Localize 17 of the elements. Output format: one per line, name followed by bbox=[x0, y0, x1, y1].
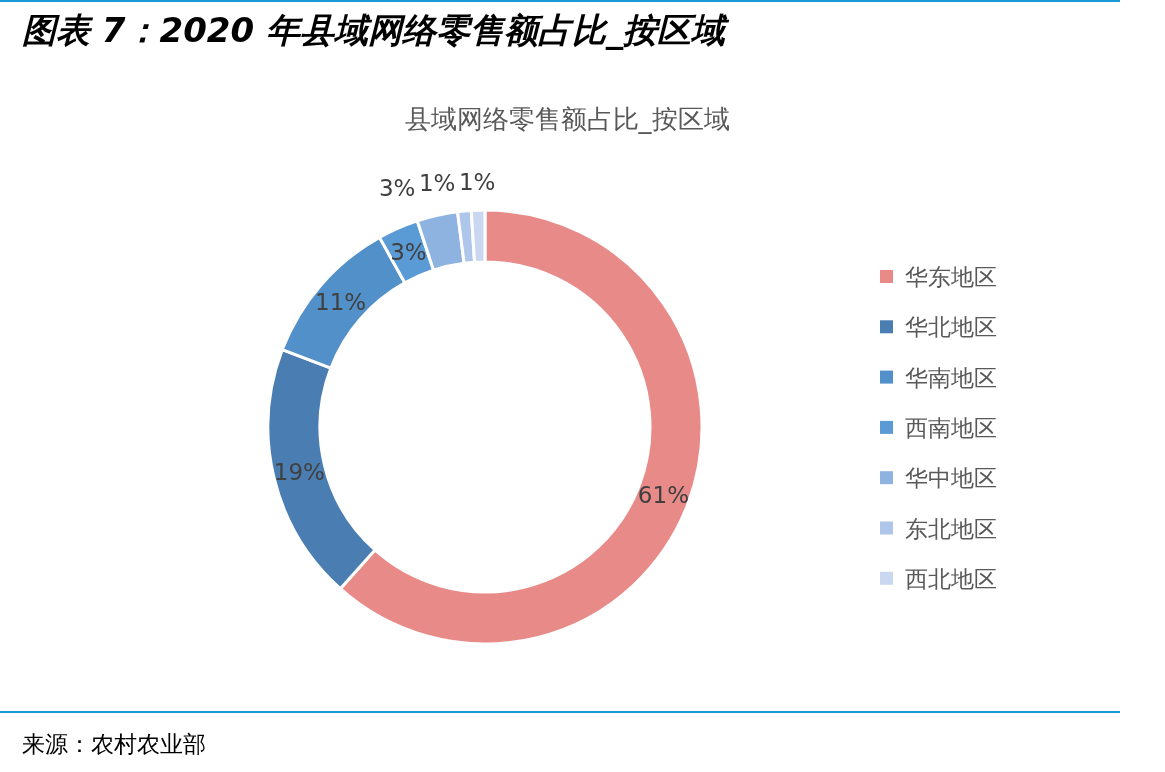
data-label: 11% bbox=[315, 288, 367, 315]
data-label: 1% bbox=[458, 169, 496, 196]
chart-subtitle: 县域网络零售额占比_按区域 bbox=[404, 104, 730, 134]
source-note: 来源：农村农业部 bbox=[22, 731, 206, 757]
legend-label: 华中地区 bbox=[905, 465, 997, 492]
data-label: 19% bbox=[273, 459, 325, 486]
legend-label: 西南地区 bbox=[905, 414, 997, 441]
chart-title: 图表 7：2020 年县域网络零售额占比_按区域 bbox=[22, 10, 730, 50]
legend-label: 华南地区 bbox=[905, 364, 997, 391]
legend-label: 华北地区 bbox=[905, 314, 997, 341]
legend-label: 西北地区 bbox=[905, 565, 997, 592]
data-label: 61% bbox=[637, 482, 689, 509]
legend-label: 东北地区 bbox=[905, 515, 997, 542]
data-label: 3% bbox=[378, 175, 416, 202]
data-label: 1% bbox=[418, 170, 456, 197]
data-label: 3% bbox=[390, 239, 427, 266]
legend-label: 华东地区 bbox=[905, 264, 997, 290]
